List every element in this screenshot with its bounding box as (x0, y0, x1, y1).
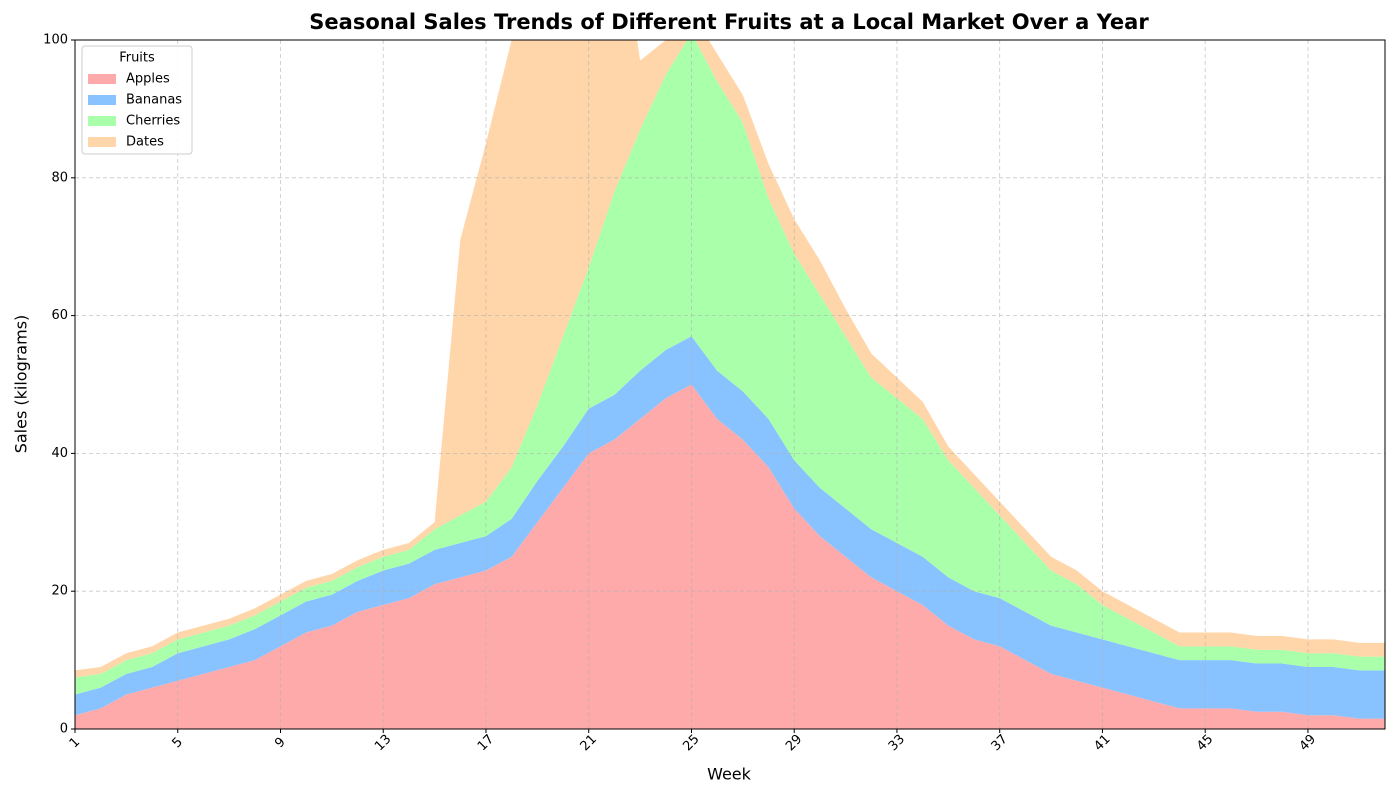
legend-title: Fruits (119, 51, 155, 66)
x-tick-label: 5 (170, 735, 186, 751)
x-tick-label: 29 (783, 732, 805, 754)
legend-label: Cherries (126, 114, 180, 129)
legend-swatch (88, 95, 116, 105)
x-tick-label: 9 (272, 735, 288, 751)
x-tick-label: 17 (475, 732, 497, 754)
legend-label: Dates (126, 135, 164, 150)
y-tick-label: 60 (51, 308, 68, 323)
x-tick-label: 49 (1297, 732, 1319, 754)
y-tick-label: 40 (51, 446, 68, 461)
legend-label: Apples (126, 72, 170, 87)
y-tick-label: 0 (60, 722, 68, 737)
x-tick-label: 45 (1194, 732, 1216, 754)
x-axis-label: Week (707, 765, 752, 784)
legend-swatch (88, 116, 116, 126)
y-tick-label: 20 (51, 584, 68, 599)
area (75, 336, 1385, 719)
legend-box (81, 45, 193, 155)
y-tick-label: 100 (43, 33, 68, 48)
x-tick-label: 25 (680, 732, 702, 754)
chart-title: Seasonal Sales Trends of Different Fruit… (309, 10, 1149, 34)
legend-swatch (88, 137, 116, 147)
x-tick-label: 41 (1091, 732, 1113, 754)
area (75, 40, 1385, 695)
legend-label: Bananas (126, 93, 182, 108)
x-tick-label: 13 (372, 732, 394, 754)
y-axis-label: Sales (kilograms) (12, 315, 31, 454)
plot-areas (75, 40, 1385, 729)
x-tick-label: 21 (578, 732, 600, 754)
x-tick-label: 33 (886, 732, 908, 754)
x-tick-label: 37 (989, 732, 1011, 754)
plot-frame (74, 39, 1386, 730)
y-tick-label: 80 (51, 170, 68, 185)
x-tick-label: 1 (67, 735, 83, 751)
legend-swatch (88, 74, 116, 84)
area (75, 384, 1385, 729)
